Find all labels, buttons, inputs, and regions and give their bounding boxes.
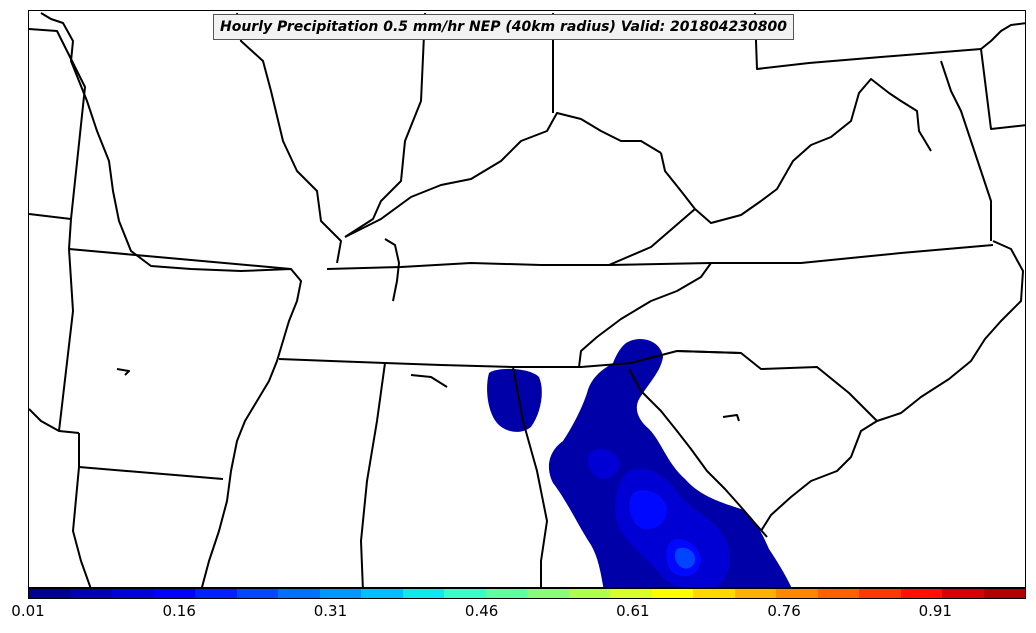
colorbar-segment	[942, 589, 984, 598]
colorbar-tick-label: 0.16	[162, 602, 196, 620]
probability-core-small	[587, 448, 620, 479]
probability-blob-main	[548, 339, 792, 587]
colorbar-segment	[361, 589, 403, 598]
colorbar-segment	[776, 589, 818, 598]
border-indiana-ohio	[344, 12, 426, 238]
lake-alabama	[116, 368, 130, 376]
border-nc-sc	[676, 350, 878, 422]
probability-blob-west	[487, 368, 542, 432]
colorbar-tick-label: 0.91	[918, 602, 952, 620]
map-canvas	[29, 12, 1025, 587]
border-missouri-arkansas	[29, 213, 72, 220]
colorbar-tick-label: 0.31	[313, 602, 348, 620]
border-mississippi-river	[40, 12, 302, 587]
border-delaware	[980, 22, 1025, 50]
colorbar-segment	[734, 589, 776, 598]
lake-marion	[722, 414, 740, 422]
colorbar-segment	[319, 589, 361, 598]
colorbar-segment	[651, 589, 693, 598]
border-kansas-missouri	[29, 28, 86, 220]
border-tennessee-nc	[578, 262, 712, 368]
lake-kentucky	[384, 238, 400, 302]
border-illinois-indiana	[236, 12, 342, 264]
coast-nc	[876, 240, 1024, 422]
colorbar-tick-label: 0.76	[767, 602, 801, 620]
colorbar-segment	[153, 589, 195, 598]
colorbar-tick-label: 0.46	[464, 602, 499, 620]
colorbar-segment	[900, 589, 942, 598]
border-texas-louisiana	[72, 433, 92, 587]
colorbar-segment	[610, 589, 652, 598]
colorbar-segment	[568, 589, 610, 598]
colorbar-segment	[70, 589, 112, 598]
colorbar-segment	[817, 589, 859, 598]
colorbar-segment	[485, 589, 527, 598]
colorbar-segment	[195, 589, 237, 598]
map-frame	[28, 10, 1026, 588]
colorbar-segment	[444, 589, 486, 598]
border-arkansas-north	[68, 248, 292, 270]
map-title: Hourly Precipitation 0.5 mm/hr NEP (40km…	[213, 14, 794, 40]
border-tennessee-south	[278, 350, 742, 368]
state-borders	[29, 12, 1025, 587]
colorbar-segment	[983, 589, 1025, 598]
probability-peak-3	[674, 547, 695, 569]
border-kentucky-virginia	[608, 208, 696, 266]
border-georgia-sc	[628, 368, 768, 538]
border-west-virginia	[660, 78, 932, 224]
coast-chesapeake	[940, 60, 992, 241]
colorbar-tick-label: 0.01	[11, 602, 45, 620]
colorbar-segment	[236, 589, 278, 598]
border-mississippi-alabama	[360, 362, 386, 587]
border-ohio-river	[344, 112, 662, 238]
colorbar-segment	[859, 589, 901, 598]
colorbar-segment	[29, 589, 71, 598]
border-arkansas-west	[58, 218, 74, 432]
colorbar-segment	[693, 589, 735, 598]
probability-peak-1	[629, 490, 667, 530]
border-arkansas-louisiana	[78, 466, 224, 480]
lake-guntersville	[410, 374, 448, 388]
border-oklahoma	[29, 408, 80, 434]
colorbar-segment	[527, 589, 569, 598]
colorbar-segment	[278, 589, 320, 598]
border-alabama-georgia	[512, 366, 548, 587]
colorbar-segment	[112, 589, 154, 598]
colorbar	[28, 588, 1026, 599]
border-kentucky-tennessee	[326, 244, 994, 270]
colorbar-tick-label: 0.61	[616, 602, 650, 620]
colorbar-segment	[402, 589, 444, 598]
coast-sc-georgia	[760, 420, 878, 532]
border-maryland	[754, 12, 1025, 130]
probability-field	[487, 339, 792, 587]
